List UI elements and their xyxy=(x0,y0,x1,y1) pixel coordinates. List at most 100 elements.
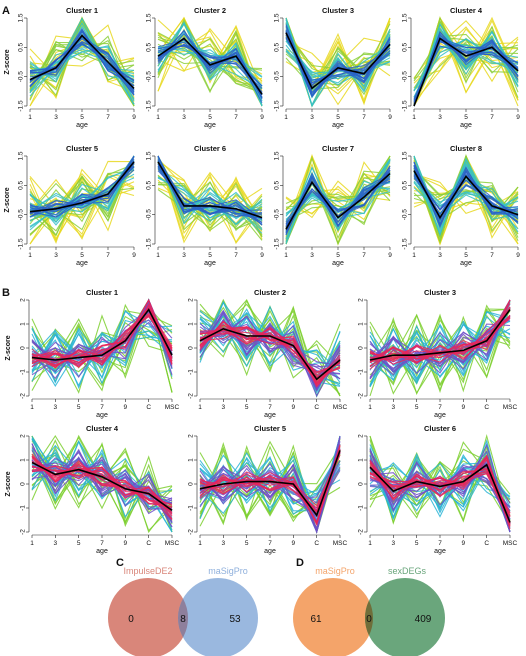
x-tick-label: 3 xyxy=(310,252,314,259)
y-tick-label: -1.5 xyxy=(146,238,153,250)
panel-b-cluster-3: Cluster 3 1 3 5 7 9 C MSC 2 1 0 -1 -2 age xyxy=(358,288,518,419)
venn-d-left-circle xyxy=(293,578,373,656)
y-tick-label: 1.5 xyxy=(274,151,281,160)
y-tick-label: 1.5 xyxy=(402,151,409,160)
cluster-title: Cluster 1 xyxy=(86,288,118,297)
panel-label-a: A xyxy=(2,5,10,17)
member-profile-line xyxy=(369,299,511,369)
member-profile-line xyxy=(31,454,173,534)
cluster-centroid-line xyxy=(29,161,135,213)
y-tick-label: -1.5 xyxy=(274,238,281,250)
x-tick-label: 9 xyxy=(124,540,128,547)
y-tick-label: 2 xyxy=(20,434,27,438)
y-tick-label: 0.5 xyxy=(146,180,153,189)
x-tick-label: 1 xyxy=(412,114,416,121)
member-profile-line xyxy=(199,323,341,390)
cluster-centroid-line xyxy=(285,32,391,90)
cluster-centroid-line xyxy=(369,463,511,523)
y-tick-label: -1.5 xyxy=(18,238,25,250)
x-tick-label: 3 xyxy=(54,540,58,547)
member-profile-line xyxy=(369,455,511,526)
x-tick-label: 3 xyxy=(54,252,58,259)
y-tick-label: -0.5 xyxy=(18,71,25,83)
member-profile-line xyxy=(31,468,173,517)
y-tick-label: 0 xyxy=(358,346,365,350)
y-tick-label: -2 xyxy=(20,393,27,399)
panel-label-d: D xyxy=(296,557,304,569)
y-tick-label: -1.5 xyxy=(274,100,281,112)
y-tick-label: -1 xyxy=(358,369,365,375)
x-tick-label: 7 xyxy=(268,540,272,547)
y-tick-label: -0.5 xyxy=(18,209,25,221)
y-tick-label: 1.5 xyxy=(146,151,153,160)
venn-c-right-count: 53 xyxy=(229,614,241,625)
x-tick-label: 9 xyxy=(132,114,136,121)
y-tick-label: 1 xyxy=(188,322,195,326)
member-profile-line xyxy=(29,168,135,228)
y-tick-label: 0 xyxy=(188,482,195,486)
member-profile-line xyxy=(31,455,173,511)
x-tick-label: 7 xyxy=(490,114,494,121)
x-tick-label: C xyxy=(484,540,489,547)
member-profile-line xyxy=(199,326,341,378)
x-tick-label: 3 xyxy=(182,114,186,121)
member-profile-line xyxy=(199,311,341,367)
x-tick-label: 3 xyxy=(438,114,442,121)
y-tick-label: 1 xyxy=(20,322,27,326)
x-tick-label: 9 xyxy=(260,114,264,121)
member-profile-line xyxy=(157,43,263,90)
x-tick-label: 1 xyxy=(28,252,32,259)
cluster-centroid-line xyxy=(199,327,341,381)
x-tick-label: 5 xyxy=(80,252,84,259)
member-profile-line xyxy=(199,445,341,522)
member-profile-line xyxy=(157,158,263,215)
panel-label-c: C xyxy=(116,557,124,569)
y-axis-label: Z-score xyxy=(5,335,12,360)
venn-c-overlap xyxy=(178,598,189,638)
x-tick-label: C xyxy=(314,540,319,547)
y-tick-label: 2 xyxy=(188,298,195,302)
x-tick-label: 3 xyxy=(182,252,186,259)
x-tick-label: 1 xyxy=(284,252,288,259)
y-tick-label: -2 xyxy=(358,529,365,535)
x-tick-label: 1 xyxy=(156,114,160,121)
x-tick-label: 9 xyxy=(462,404,466,411)
panel-b-cluster-2: Cluster 2 1 3 5 7 9 C MSC 2 1 0 -1 -2 age xyxy=(188,288,348,419)
y-tick-label: -0.5 xyxy=(274,71,281,83)
x-tick-label: 3 xyxy=(54,404,58,411)
y-tick-label: -1.5 xyxy=(402,100,409,112)
y-tick-label: 0.5 xyxy=(18,180,25,189)
member-profile-line xyxy=(369,308,511,363)
panel-a-cluster-1: Cluster 1 1 3 5 7 9 1.5 0.5 -0.5 -1.5 age xyxy=(18,6,136,129)
venn-d-left-count: 61 xyxy=(310,614,322,625)
x-tick-label: 3 xyxy=(54,114,58,121)
member-profile-line xyxy=(31,309,173,387)
x-tick-label: 1 xyxy=(28,114,32,121)
cluster-title: Cluster 6 xyxy=(194,144,226,153)
panel-b-cluster-1: Cluster 1 1 3 5 7 9 C MSC 2 1 0 -1 -2 age xyxy=(20,288,180,419)
x-tick-label: 1 xyxy=(30,540,34,547)
x-tick-label: MSC xyxy=(333,404,348,411)
venn-c-right-circle xyxy=(178,578,258,656)
member-profile-line xyxy=(369,307,511,391)
x-axis-label: age xyxy=(460,260,472,267)
cluster-title: Cluster 2 xyxy=(254,288,286,297)
y-tick-label: 1 xyxy=(188,458,195,462)
cluster-title: Cluster 6 xyxy=(424,424,456,433)
x-tick-label: 9 xyxy=(388,114,392,121)
member-profile-line xyxy=(31,465,173,513)
x-tick-label: 9 xyxy=(292,404,296,411)
x-tick-label: MSC xyxy=(333,540,348,547)
member-profile-line xyxy=(285,37,391,84)
x-axis-label: age xyxy=(76,260,88,267)
y-tick-label: 0.5 xyxy=(274,42,281,51)
member-profile-line xyxy=(369,299,511,360)
x-tick-label: 7 xyxy=(362,114,366,121)
y-tick-label: 0 xyxy=(358,482,365,486)
cluster-title: Cluster 1 xyxy=(66,6,98,15)
venn-d-right-count: 409 xyxy=(415,614,432,625)
x-tick-label: 5 xyxy=(415,540,419,547)
x-tick-label: 9 xyxy=(292,540,296,547)
x-tick-label: 5 xyxy=(415,404,419,411)
member-profile-line xyxy=(157,39,263,94)
